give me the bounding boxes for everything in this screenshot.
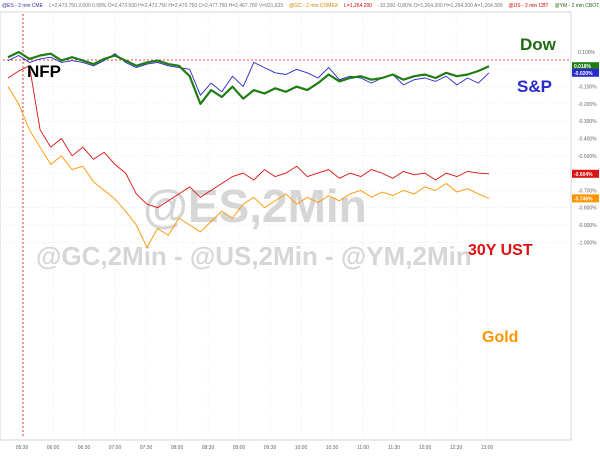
chart-header: @ES - 2 min CME L=2,473.750 2.000 0.08% O… xyxy=(2,3,599,9)
label-nfp: NFP xyxy=(27,62,61,81)
value-badge-label: -0.604% xyxy=(574,172,593,178)
x-tick-label: 13:00 xyxy=(481,445,494,451)
x-tick-label: 09:00 xyxy=(233,445,246,451)
value-badge xyxy=(572,62,599,71)
series-line-dow xyxy=(7,50,490,106)
y-tick-label: -0.900% xyxy=(578,223,597,229)
value-badge-label: -0.746% xyxy=(574,196,593,202)
value-badge xyxy=(572,194,599,203)
x-tick-label: 07:00 xyxy=(109,445,122,451)
series-line-s-p xyxy=(7,53,490,96)
y-tick-label: -0.200% xyxy=(578,102,597,108)
x-tick-label: 10:00 xyxy=(295,445,308,451)
label-dow: Dow xyxy=(520,35,557,54)
x-tick-label: 08:30 xyxy=(202,445,215,451)
x-tick-label: 07:30 xyxy=(140,445,153,451)
y-axis: 0.100%0.000%-0.100%-0.200%-0.300%-0.400%… xyxy=(578,50,597,246)
y-tick-label: -0.800% xyxy=(578,206,597,212)
y-tick-label: -0.400% xyxy=(578,137,597,143)
y-tick-label: -0.700% xyxy=(578,188,597,194)
header-item-0: @ES - 2 min CME xyxy=(2,3,44,9)
y-tick-label: 0.100% xyxy=(578,50,596,56)
header-item-5: @US - 2 min CBT xyxy=(509,3,549,9)
x-tick-label: 10:30 xyxy=(326,445,339,451)
x-tick-label: 11:30 xyxy=(388,445,400,451)
watermark-main: @ES,2Min xyxy=(143,180,367,232)
series-line-gold xyxy=(7,86,490,248)
x-tick-label: 05:30 xyxy=(16,445,29,451)
value-badges: 0.018%-0.020% -0.604% -0.746% xyxy=(572,62,599,203)
header-item-3: L=1,264.200 xyxy=(344,3,372,9)
header-item-1: L=2,473.750 2.000 0.08% O=2,473.500 H=2,… xyxy=(49,3,283,9)
watermark-sub: @GC,2Min - @US,2Min - @YM,2Min xyxy=(36,241,472,271)
value-badge xyxy=(572,169,599,178)
header-item-4: -10.200 -0.80% O=1,264.200 H=1,264.300 A… xyxy=(378,3,503,9)
event-marker xyxy=(3,14,571,438)
plot-frame xyxy=(0,11,572,441)
value-badge xyxy=(572,68,599,77)
x-tick-label: 12:00 xyxy=(419,445,432,451)
y-tick-label: -0.100% xyxy=(578,85,597,91)
x-tick-label: 06:00 xyxy=(47,445,60,451)
x-tick-label: 06:30 xyxy=(78,445,91,451)
label-sp: S&P xyxy=(517,77,552,96)
x-tick-label: 09:30 xyxy=(264,445,277,451)
y-tick-label: -1.000% xyxy=(578,240,597,246)
y-tick-label: -0.500% xyxy=(578,154,597,160)
label-ust: 30Y UST xyxy=(468,242,533,259)
series-lines xyxy=(7,50,490,248)
y-tick-label: -0.300% xyxy=(578,119,597,125)
header-item-6: @YM - 2 min CBOT xyxy=(555,3,600,9)
value-badge-label: 0.018% xyxy=(574,64,592,70)
x-axis: 05:30 06:00 06:30 07:00 07:30 08:00 08:30 09:00… xyxy=(16,445,494,451)
label-gold: Gold xyxy=(482,329,518,346)
x-tick-label: 12:30 xyxy=(450,445,463,451)
x-tick-label: 08:00 xyxy=(171,445,184,451)
header-item-2: @GC - 2 min COMEX xyxy=(289,3,339,9)
x-tick-label: 11:00 xyxy=(357,445,369,451)
value-badge-label: -0.020% xyxy=(574,71,593,77)
series-line-30y-ust xyxy=(7,65,490,209)
